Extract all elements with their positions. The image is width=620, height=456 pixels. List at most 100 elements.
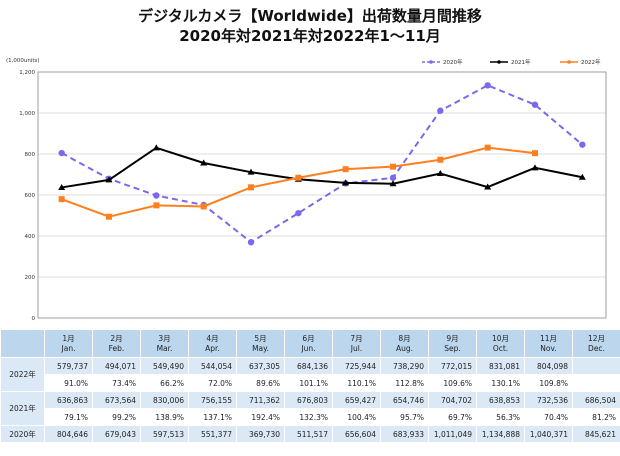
y-tick-label: 400 bbox=[25, 234, 36, 240]
series-line bbox=[61, 146, 583, 189]
table-row: 2020年 804,646 679,043 597,513 551,377 369,730… bbox=[0, 425, 620, 443]
ratio-cell: 89.6% bbox=[236, 374, 285, 392]
data-point bbox=[342, 179, 350, 186]
value-cell: 676,803 bbox=[284, 391, 333, 409]
ratio-cell: 110.1% bbox=[332, 374, 381, 392]
data-point bbox=[152, 144, 160, 151]
ratio-cell: 112.8% bbox=[380, 374, 429, 392]
value-cell: 673,564 bbox=[92, 391, 141, 409]
value-cell: 659,427 bbox=[332, 391, 381, 409]
value-cell bbox=[572, 357, 620, 375]
value-cell: 679,043 bbox=[92, 425, 141, 443]
month-header: 11月 Nov. bbox=[524, 329, 573, 358]
value-cell: 704,702 bbox=[428, 391, 477, 409]
ratio-cell: 192.4% bbox=[236, 408, 285, 426]
legend-label: 2022年 bbox=[581, 58, 601, 66]
month-number: 11月 bbox=[539, 333, 558, 343]
month-number: 12月 bbox=[587, 333, 606, 343]
month-number: 3月 bbox=[158, 333, 171, 343]
ratio-cell: 69.7% bbox=[428, 408, 477, 426]
month-number: 10月 bbox=[491, 333, 510, 343]
ratio-cell: 72.0% bbox=[188, 374, 237, 392]
month-name: May. bbox=[252, 343, 269, 353]
month-name: Aug. bbox=[395, 343, 414, 353]
value-cell: 656,604 bbox=[332, 425, 381, 443]
y-unit-label: (1,000units) bbox=[6, 58, 40, 64]
ratio-cell: 73.4% bbox=[92, 374, 141, 392]
value-cell: 831,081 bbox=[476, 357, 525, 375]
ratio-cell: 81.2% bbox=[572, 408, 620, 426]
y-tick-label: 1,000 bbox=[19, 111, 35, 117]
row-label: 2021年 bbox=[0, 391, 45, 426]
ratio-cell: 101.1% bbox=[284, 374, 333, 392]
month-name: Nov. bbox=[540, 343, 557, 353]
data-point bbox=[58, 183, 66, 190]
legend-marker bbox=[567, 60, 571, 64]
value-cell: 732,536 bbox=[524, 391, 573, 409]
table-corner bbox=[0, 329, 45, 358]
table-header-row: 1月 Jan. 2月 Feb. 3月 Mar. 4月 Apr. 5月 May. 6月 Jun. 7月 Ju… bbox=[0, 329, 620, 358]
month-name: Jul. bbox=[350, 343, 363, 353]
data-point bbox=[484, 144, 491, 151]
month-number: 1月 bbox=[62, 333, 75, 343]
data-point bbox=[532, 150, 538, 157]
value-cell: 544,054 bbox=[188, 357, 237, 375]
month-header: 9月 Sep. bbox=[428, 329, 477, 358]
data-point bbox=[248, 184, 254, 191]
data-point bbox=[531, 101, 539, 108]
value-cell: 551,377 bbox=[188, 425, 237, 443]
ratio-cell: 137.1% bbox=[188, 408, 237, 426]
ratio-cell: 138.9% bbox=[140, 408, 189, 426]
data-point bbox=[579, 141, 586, 148]
month-number: 4月 bbox=[206, 333, 219, 343]
value-cell: 683,933 bbox=[380, 425, 429, 443]
table-row: 79.1% 99.2% 138.9% 137.1% 192.4% 132.3% 100.4%… bbox=[1, 408, 620, 426]
legend-label: 2021年 bbox=[511, 58, 531, 66]
data-point bbox=[105, 176, 113, 183]
value-cell: 579,737 bbox=[44, 357, 93, 375]
value-cell: 1,040,371 bbox=[524, 425, 573, 443]
month-number: 9月 bbox=[446, 333, 459, 343]
month-header: 7月 Jul. bbox=[332, 329, 381, 358]
data-point bbox=[437, 107, 444, 114]
month-name: Mar. bbox=[156, 343, 173, 353]
value-cell: 1,134,888 bbox=[476, 425, 525, 443]
data-point bbox=[389, 180, 397, 187]
month-number: 2月 bbox=[110, 333, 123, 343]
table-row: 2022年 579,737 494,071 549,490 544,054 637,305… bbox=[0, 357, 620, 392]
y-tick-label: 800 bbox=[25, 152, 36, 158]
data-point bbox=[106, 213, 112, 220]
ratio-cell bbox=[572, 374, 620, 392]
y-tick-label: 0 bbox=[32, 316, 36, 322]
value-cell: 686,504 bbox=[572, 391, 620, 409]
y-tick-label: 600 bbox=[25, 193, 36, 199]
row-label: 2020年 bbox=[0, 425, 45, 443]
data-point bbox=[247, 168, 255, 175]
ratio-cell: 109.8% bbox=[524, 374, 573, 392]
data-point bbox=[153, 192, 160, 199]
month-name: Oct. bbox=[492, 343, 509, 353]
data-point bbox=[58, 149, 65, 157]
value-cell: 804,646 bbox=[44, 425, 93, 443]
data-point bbox=[531, 164, 539, 171]
title-line-1: デジタルカメラ【Worldwide】出荷数量月間推移 bbox=[138, 7, 482, 25]
data-point bbox=[436, 170, 444, 177]
chart-title: デジタルカメラ【Worldwide】出荷数量月間推移 2020年対2021年対2… bbox=[0, 6, 620, 46]
value-cell: 549,490 bbox=[140, 357, 189, 375]
value-cell: 711,362 bbox=[236, 391, 285, 409]
legend-label: 2020年 bbox=[443, 58, 463, 66]
data-point bbox=[389, 174, 397, 181]
data-point bbox=[200, 159, 208, 166]
value-cell: 756,155 bbox=[188, 391, 237, 409]
value-cell: 637,305 bbox=[236, 357, 285, 375]
month-number: 7月 bbox=[350, 333, 363, 343]
month-name: Dec. bbox=[588, 343, 605, 353]
ratio-cell: 130.1% bbox=[476, 374, 525, 392]
data-point bbox=[390, 163, 396, 170]
ratio-cell: 100.4% bbox=[332, 408, 381, 426]
month-name: Apr. bbox=[205, 343, 220, 353]
month-header: 2月 Feb. bbox=[92, 329, 141, 358]
month-name: Jan. bbox=[61, 343, 76, 353]
y-tick-label: 1,200 bbox=[19, 70, 35, 76]
ratio-cell: 56.3% bbox=[476, 408, 525, 426]
